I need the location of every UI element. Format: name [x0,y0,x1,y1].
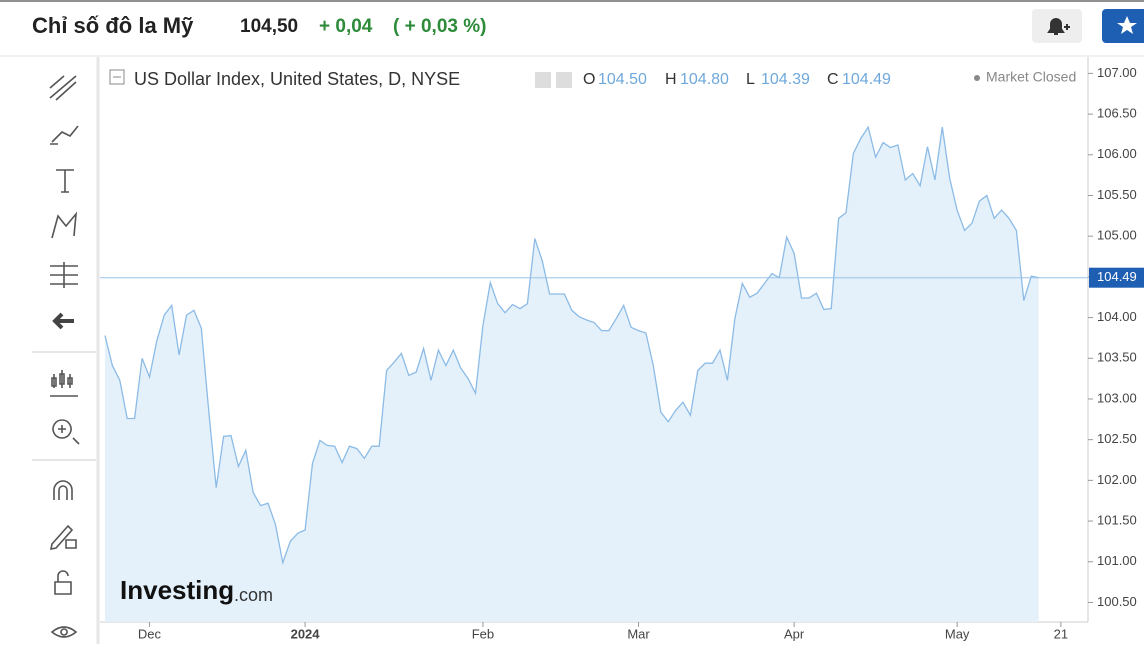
y-tick-label: 105.50 [1097,187,1137,202]
y-tick-label: 104.00 [1097,309,1137,324]
x-tick-label: May [945,626,970,641]
watchlist-button[interactable] [1102,9,1144,43]
price: 104,50 [240,16,298,37]
pattern-tool[interactable] [51,211,78,239]
star-icon [1117,16,1137,34]
area-fill [105,127,1039,622]
brush-tool[interactable] [50,125,79,145]
text-tool[interactable] [56,169,74,193]
ohlc-name: O [583,71,595,88]
price-line [104,125,1039,566]
x-tick-label: Feb [472,626,494,641]
y-tick-label: 102.00 [1097,472,1137,487]
status-dot [974,75,980,81]
chart-title: US Dollar Index, United States, D, NYSE [134,69,460,89]
lock-tool[interactable] [54,570,72,595]
ohlc-name: C [827,71,839,88]
y-tick-label: 102.50 [1097,431,1137,446]
x-tick-label: Dec [138,626,162,641]
x-tick-label: 2024 [291,626,321,641]
last-value-label: 104.49 [1097,269,1137,284]
indicator-tool[interactable] [50,370,78,397]
page-title: Chỉ số đô la Mỹ [32,13,194,38]
ohlc-name: L [746,71,755,88]
magnet-tool[interactable] [53,480,73,500]
ohlc-name: H [665,71,677,88]
ohlc-value: 104.49 [842,71,891,88]
market-status: Market Closed [986,69,1076,85]
y-tick-label: 107.00 [1097,65,1137,80]
x-tick-label: Mar [627,626,650,641]
bell-icon [1047,18,1070,35]
y-tick-label: 101.00 [1097,553,1137,568]
settings-icon[interactable] [556,72,572,88]
alert-button[interactable] [1032,9,1082,43]
y-tick-label: 100.50 [1097,594,1137,609]
ohlc-value: 104.50 [598,71,647,88]
x-tick-label: 21 [1054,626,1068,641]
zoom-tool[interactable] [52,419,80,445]
trend-tool[interactable] [49,75,77,101]
y-tick-label: 103.00 [1097,390,1137,405]
settings-icon[interactable] [535,72,551,88]
change: + 0,04 [319,16,373,37]
lock-draw-tool[interactable] [49,524,77,551]
y-tick-label: 106.50 [1097,106,1137,121]
change-pct: ( + 0,03 %) [393,16,486,37]
toolbar [0,57,98,644]
last-value-box [1089,267,1144,288]
y-tick-label: 101.50 [1097,513,1137,528]
ohlc-value: 104.39 [761,71,810,88]
fib-tool[interactable] [50,262,78,288]
visibility-tool[interactable] [50,626,78,638]
ohlc-value: 104.80 [680,71,729,88]
back-tool[interactable] [52,312,74,330]
collapse-button[interactable] [109,69,125,85]
header-bar [0,0,1144,56]
watermark-suffix: .com [234,585,273,605]
y-tick-label: 106.00 [1097,146,1137,161]
x-tick-label: Apr [784,626,805,641]
y-tick-label: 105.00 [1097,228,1137,243]
watermark: Investing [120,575,234,605]
y-tick-label: 103.50 [1097,350,1137,365]
